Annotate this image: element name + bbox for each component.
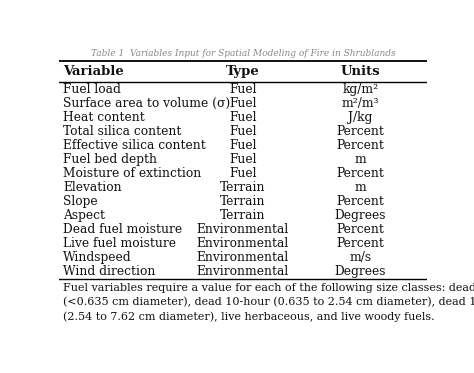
Text: Fuel: Fuel [229, 111, 257, 124]
Text: Fuel: Fuel [229, 139, 257, 152]
Text: Fuel: Fuel [229, 125, 257, 138]
Text: Terrain: Terrain [220, 195, 265, 208]
Text: Environmental: Environmental [197, 237, 289, 250]
Text: Fuel: Fuel [229, 97, 257, 110]
Text: Moisture of extinction: Moisture of extinction [63, 167, 201, 180]
Text: Fuel: Fuel [229, 167, 257, 180]
Text: Percent: Percent [337, 125, 384, 138]
Text: Terrain: Terrain [220, 209, 265, 222]
Text: Percent: Percent [337, 195, 384, 208]
Text: J/kg: J/kg [348, 111, 373, 124]
Text: m: m [355, 181, 366, 194]
Text: Environmental: Environmental [197, 251, 289, 264]
Text: Fuel variables require a value for each of the following size classes: dead 1-ho: Fuel variables require a value for each … [63, 283, 474, 322]
Text: Total silica content: Total silica content [63, 125, 181, 138]
Text: Environmental: Environmental [197, 265, 289, 278]
Text: Terrain: Terrain [220, 181, 265, 194]
Text: Effective silica content: Effective silica content [63, 139, 206, 152]
Text: Degrees: Degrees [335, 209, 386, 222]
Text: Type: Type [226, 65, 260, 78]
Text: Surface area to volume (σ): Surface area to volume (σ) [63, 97, 230, 110]
Text: Variable: Variable [63, 65, 124, 78]
Text: Fuel: Fuel [229, 83, 257, 95]
Text: Environmental: Environmental [197, 223, 289, 236]
Text: Percent: Percent [337, 237, 384, 250]
Text: Fuel: Fuel [229, 153, 257, 166]
Text: Elevation: Elevation [63, 181, 121, 194]
Text: m/s: m/s [349, 251, 372, 264]
Text: m: m [355, 153, 366, 166]
Text: Fuel bed depth: Fuel bed depth [63, 153, 157, 166]
Text: Units: Units [341, 65, 380, 78]
Text: Dead fuel moisture: Dead fuel moisture [63, 223, 182, 236]
Text: kg/m²: kg/m² [342, 83, 379, 95]
Text: Percent: Percent [337, 223, 384, 236]
Text: Wind direction: Wind direction [63, 265, 155, 278]
Text: Degrees: Degrees [335, 265, 386, 278]
Text: Live fuel moisture: Live fuel moisture [63, 237, 176, 250]
Text: Slope: Slope [63, 195, 98, 208]
Text: Heat content: Heat content [63, 111, 145, 124]
Text: Aspect: Aspect [63, 209, 105, 222]
Text: Percent: Percent [337, 167, 384, 180]
Text: Table 1  Variables Input for Spatial Modeling of Fire in Shrublands: Table 1 Variables Input for Spatial Mode… [91, 49, 395, 58]
Text: Fuel load: Fuel load [63, 83, 121, 95]
Text: Percent: Percent [337, 139, 384, 152]
Text: Windspeed: Windspeed [63, 251, 132, 264]
Text: m²/m³: m²/m³ [342, 97, 379, 110]
